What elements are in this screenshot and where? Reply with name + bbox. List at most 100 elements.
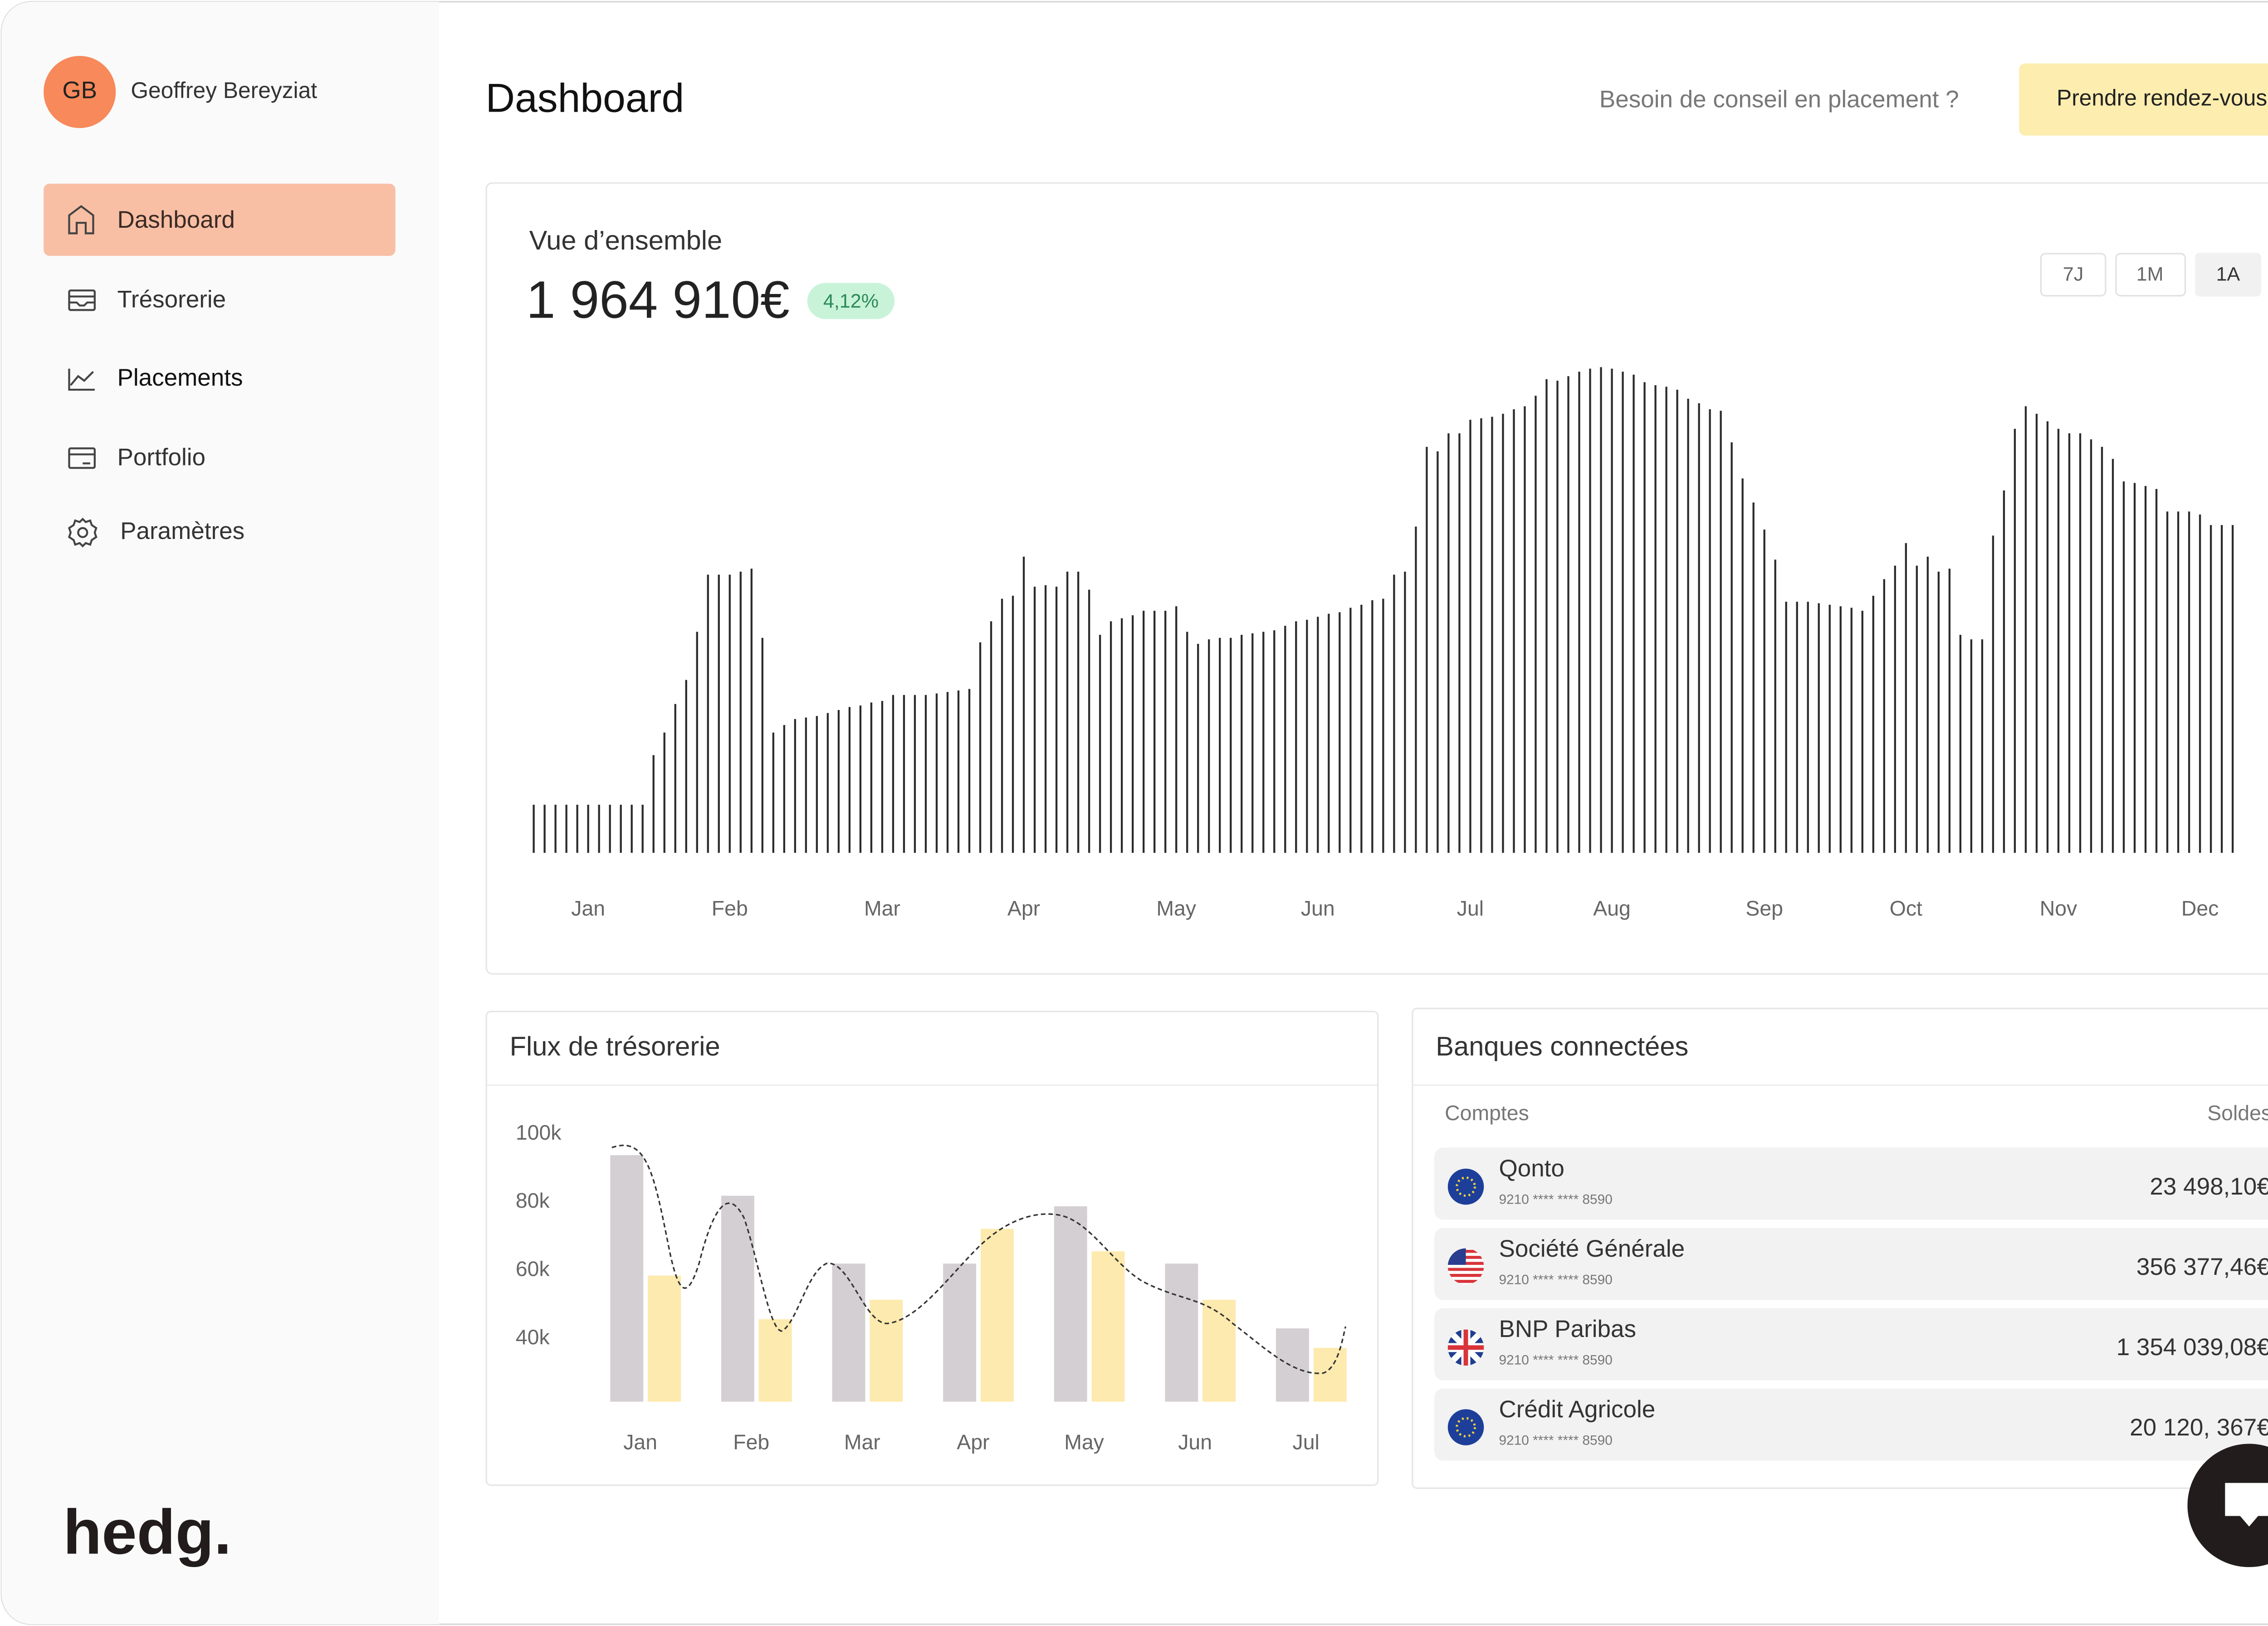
flag-eu xyxy=(1447,1409,1484,1445)
bar xyxy=(2003,490,2005,853)
bar xyxy=(1202,1299,1236,1402)
x-tick-label: Jun xyxy=(1178,1430,1212,1454)
bar xyxy=(631,804,633,853)
bar xyxy=(1491,416,1493,853)
period-button[interactable] xyxy=(2115,253,2186,297)
bar xyxy=(980,1229,1014,1402)
bank-row[interactable] xyxy=(1434,1388,2268,1461)
bar xyxy=(1306,620,1308,853)
bar xyxy=(1970,639,1973,853)
x-tick-label: May xyxy=(1156,896,1196,920)
period-button[interactable] xyxy=(2040,253,2107,297)
bar xyxy=(674,704,676,853)
overview-total: 1 964 910€ xyxy=(526,270,790,329)
trend-curve xyxy=(611,1145,1347,1374)
bar xyxy=(826,713,829,853)
chat-icon[interactable] xyxy=(2225,1483,2268,1527)
bar xyxy=(2046,421,2049,853)
bar xyxy=(750,568,753,853)
nav-item[interactable]: Paramètres xyxy=(120,518,244,544)
nav-item[interactable]: Portfolio xyxy=(117,444,206,470)
bar xyxy=(1578,372,1580,853)
bank-list: Qonto 9210 **** **** 8590 23 498,10€ Sociét… xyxy=(1434,1147,2268,1461)
y-tick-label: 60k xyxy=(516,1257,550,1280)
bar xyxy=(1022,556,1025,853)
account-number: 9210 **** **** 8590 xyxy=(1499,1433,1612,1448)
overview-card xyxy=(485,182,2268,975)
account-number: 9210 **** **** 8590 xyxy=(1499,1272,1612,1287)
bar xyxy=(533,804,535,853)
period-button-active[interactable] xyxy=(2195,253,2261,297)
wallet-icon-detail xyxy=(69,295,95,307)
bank-row[interactable] xyxy=(1434,1308,2268,1381)
x-tick-label: Sep xyxy=(1745,896,1783,920)
bar xyxy=(1208,639,1210,853)
nav-item[interactable]: Dashboard xyxy=(117,206,235,233)
nav-icons xyxy=(68,205,98,548)
avatar-initials: GB xyxy=(62,77,97,104)
bar xyxy=(903,695,905,853)
account-balance: 1 354 039,08€ xyxy=(2116,1334,2268,1361)
change-badge xyxy=(807,283,895,319)
bank-name: Société Générale xyxy=(1499,1235,1685,1262)
bar xyxy=(1959,635,1962,853)
home-icon xyxy=(68,205,94,235)
x-tick-label: Mar xyxy=(864,896,900,920)
bar xyxy=(1349,607,1352,853)
bar xyxy=(1937,572,1940,853)
period-label[interactable]: 7J xyxy=(2063,263,2084,285)
bank-name: Qonto xyxy=(1499,1155,1564,1182)
bar xyxy=(832,1264,865,1402)
appointment-button-label[interactable]: Prendre rendez-vous xyxy=(2057,85,2267,110)
bar xyxy=(1164,611,1167,853)
bar xyxy=(1992,535,1994,853)
bar xyxy=(1012,596,1014,853)
bar xyxy=(1415,526,1417,853)
x-tick-label: Feb xyxy=(733,1430,769,1454)
nav-item-active[interactable] xyxy=(44,183,396,256)
bar xyxy=(641,804,644,853)
bank-name: BNP Paribas xyxy=(1499,1316,1636,1342)
appointment-button[interactable] xyxy=(2019,63,2268,136)
account-number: 9210 **** **** 8590 xyxy=(1499,1352,1612,1367)
bar xyxy=(1611,368,1613,853)
bar xyxy=(1066,572,1069,853)
bar xyxy=(837,710,840,853)
bar xyxy=(2155,489,2158,853)
bar xyxy=(1371,600,1374,853)
bar xyxy=(2101,446,2103,853)
bar xyxy=(1437,451,1439,853)
period-label[interactable]: 1A xyxy=(2216,263,2240,285)
avatar xyxy=(44,56,116,128)
bar xyxy=(935,693,938,853)
bar xyxy=(1230,637,1232,853)
advice-prompt: Besoin de conseil en placement ? xyxy=(1599,86,1959,113)
x-tick-label: Apr xyxy=(957,1430,989,1454)
bar xyxy=(1262,632,1265,853)
bar xyxy=(1502,414,1504,853)
bar xyxy=(1241,635,1243,853)
bar xyxy=(587,804,589,853)
bar xyxy=(881,701,884,853)
bar xyxy=(805,717,807,853)
bar xyxy=(914,695,916,853)
bank-row[interactable] xyxy=(1434,1228,2268,1300)
bar xyxy=(1175,606,1178,853)
bank-name: Crédit Agricole xyxy=(1499,1396,1655,1423)
bar xyxy=(1091,1251,1125,1402)
x-tick-label: Jun xyxy=(1301,896,1335,920)
period-label[interactable]: 1M xyxy=(2136,263,2164,285)
bar xyxy=(2112,459,2114,853)
bank-row[interactable] xyxy=(1434,1147,2268,1220)
bar xyxy=(1567,376,1569,853)
bar xyxy=(1861,611,1863,853)
flag-uk xyxy=(1447,1329,1484,1366)
bar xyxy=(892,695,894,853)
nav-item[interactable]: Placements xyxy=(117,364,243,391)
bar xyxy=(1186,632,1188,853)
bar xyxy=(1545,379,1548,853)
bar xyxy=(1077,572,1080,853)
bar xyxy=(1480,418,1482,853)
bar xyxy=(1643,382,1646,853)
nav-item[interactable]: Trésorerie xyxy=(117,286,226,313)
